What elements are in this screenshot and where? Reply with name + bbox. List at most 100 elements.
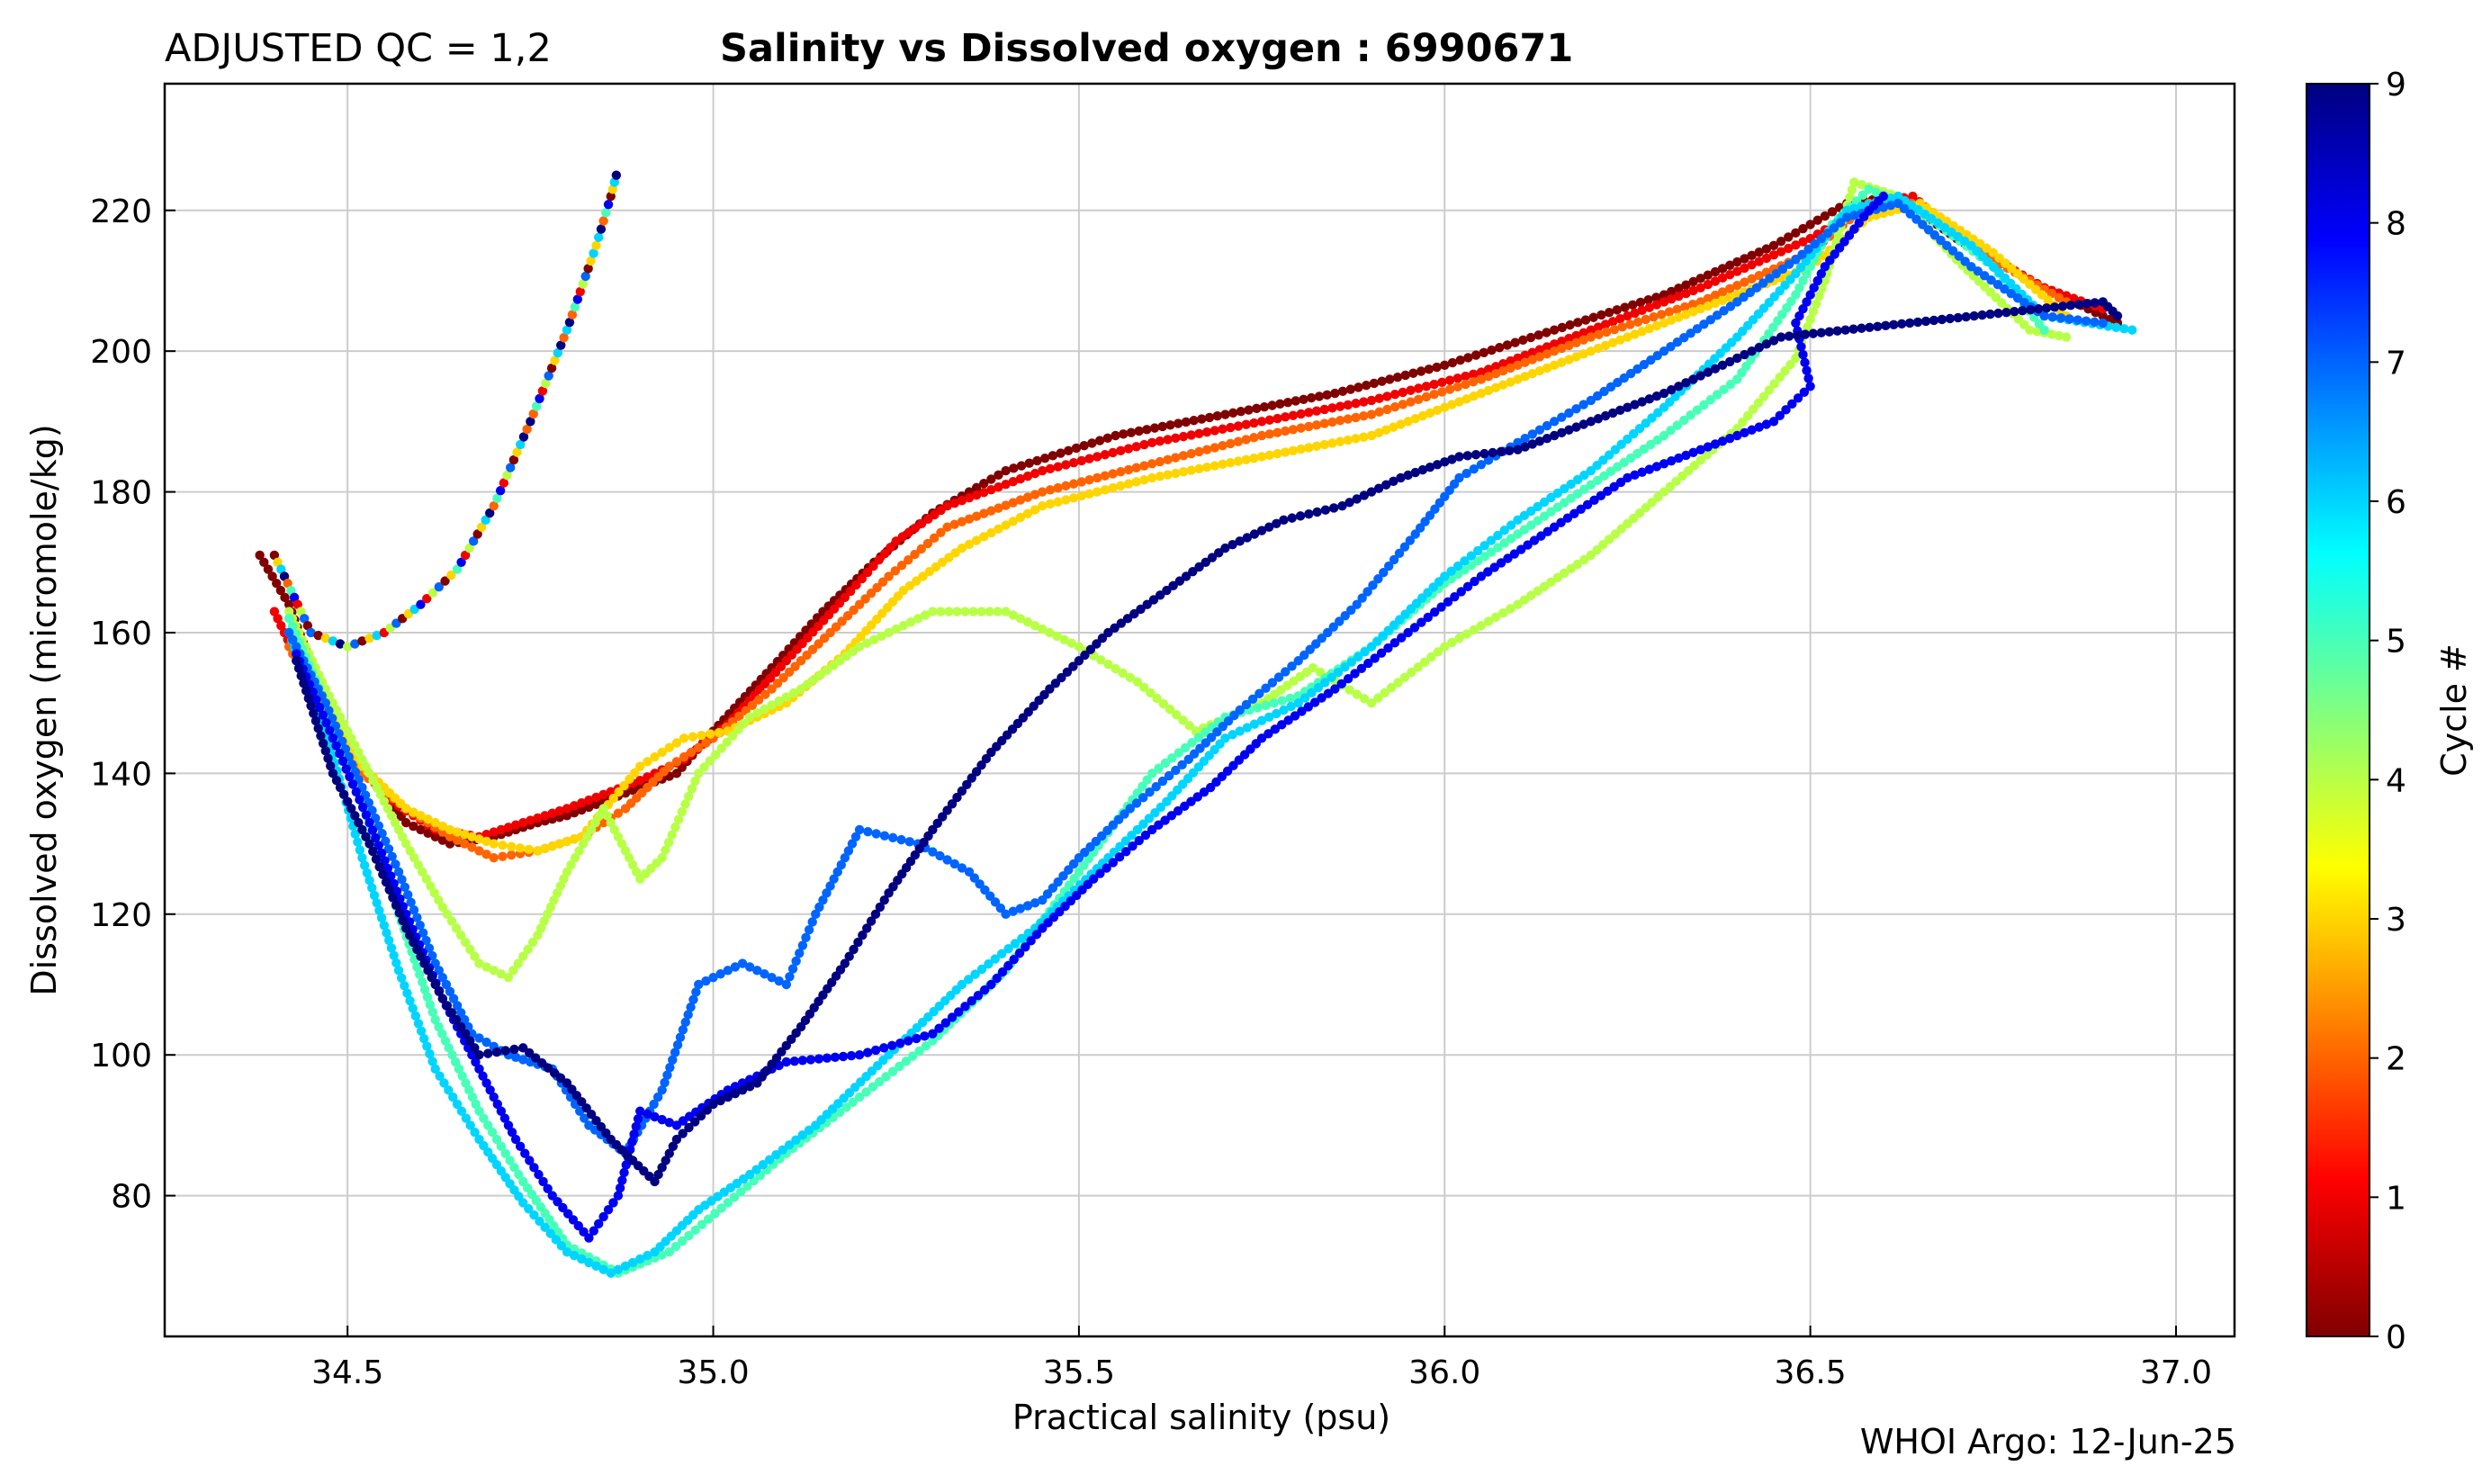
data-point-cycle-8 [1383,643,1393,653]
data-point-cycle-4 [1738,417,1748,427]
colorbar-tick-label: 4 [2386,762,2406,799]
data-point-cycle-3 [1534,365,1545,376]
data-point-cycle-9 [1174,576,1185,586]
data-point-cycle-0 [1542,328,1551,337]
data-point-cycle-2 [936,527,946,537]
data-point-cycle-4 [1539,581,1550,591]
data-point-cycle-8 [635,1106,645,1116]
data-point-cycle-2 [1406,397,1416,407]
data-point-cycle-8 [895,1038,905,1048]
data-point-upper-branch [440,576,450,586]
data-point-cycle-8 [1350,669,1360,679]
colorbar-label: Cycle # [2434,643,2474,777]
data-point-cycle-7 [1751,283,1762,292]
data-point-cycle-4 [616,839,627,849]
data-point-cycle-9 [1937,314,1947,325]
data-point-cycle-2 [1594,329,1604,339]
data-point-cycle-5 [1546,507,1556,517]
data-point-cycle-4 [862,638,872,648]
data-point-cycle-0 [1761,244,1772,254]
data-point-cycle-4 [944,607,954,616]
data-point-cycle-2 [1542,349,1552,359]
data-point-cycle-5 [474,1106,484,1116]
data-point-cycle-7 [708,972,718,983]
data-point-cycle-9 [1904,318,1915,328]
data-point-cycle-8 [1323,688,1334,698]
data-point-upper-branch [286,585,296,596]
data-point-upper-branch [562,325,572,335]
data-point-cycle-6 [372,898,382,908]
data-point-cycle-6 [391,958,401,968]
data-point-cycle-4 [1533,586,1542,596]
data-point-cycle-4 [527,937,538,948]
data-point-cycle-8 [1794,310,1804,321]
data-point-cycle-9 [1993,308,2003,319]
data-point-cycle-2 [1194,446,1204,457]
data-point-cycle-9 [518,1043,528,1053]
data-point-cycle-2 [1609,324,1620,335]
data-point-cycle-1 [1030,468,1040,479]
data-point-cycle-7 [964,867,975,877]
data-point-cycle-3 [1381,425,1391,435]
data-point-cycle-3 [1607,337,1618,347]
data-point-upper-branch [601,208,611,218]
data-point-cycle-2 [1557,343,1567,354]
data-point-cycle-1 [1108,447,1118,458]
data-point-cycle-7 [1992,280,2003,290]
data-point-cycle-9 [1272,518,1281,528]
data-point-cycle-6 [1235,726,1245,736]
data-point-cycle-1 [1710,276,1721,286]
y-tick-label: 180 [90,475,152,512]
data-point-cycle-6 [970,969,980,979]
data-point-cycle-8 [376,848,387,859]
data-point-cycle-7 [1125,804,1135,814]
axis-ticks: 34.5 35.0 35.5 36.0 36.5 37.08010012014016018… [90,193,2212,1391]
data-point-cycle-9 [1136,604,1146,615]
data-point-cycle-3 [562,836,572,847]
data-point-cycle-8 [1456,587,1466,597]
data-point-cycle-8 [1609,481,1619,492]
data-point-cycle-1 [1061,460,1071,470]
data-point-cycle-3 [664,742,674,752]
data-point-cycle-4 [1805,314,1815,325]
data-point-cycle-6 [439,1078,449,1088]
data-point-cycle-5 [467,1092,478,1102]
data-point-cycle-4 [1629,513,1639,524]
data-point-cycle-4 [898,620,909,631]
data-point-cycle-0 [1740,254,1749,264]
data-point-upper-branch [468,536,479,546]
data-point-cycle-7 [460,1014,470,1025]
data-point-cycle-4 [921,610,931,620]
data-point-cycle-0 [1628,300,1638,310]
data-point-cycle-6 [1120,836,1131,846]
data-point-cycle-9 [1912,317,1923,328]
data-point-cycle-4 [461,937,471,948]
data-point-cycle-0 [1204,412,1215,423]
data-point-cycle-2 [1520,357,1530,367]
data-point-cycle-1 [1754,256,1764,266]
data-point-cycle-1 [1421,382,1432,391]
data-point-cycle-8 [1802,297,1812,307]
data-point-cycle-4 [739,718,750,728]
data-point-cycle-0 [584,802,594,813]
data-point-cycle-4 [809,674,819,685]
data-point-cycle-7 [904,837,915,847]
data-point-cycle-8 [478,1071,488,1081]
data-point-cycle-7 [1273,672,1284,682]
data-point-cycle-0 [263,564,274,574]
data-point-cycle-7 [397,875,407,885]
data-point-cycle-7 [1346,605,1356,616]
data-point-cycle-1 [547,808,557,818]
data-point-cycle-3 [1068,493,1079,503]
data-point-cycle-4 [390,817,400,828]
data-point-cycle-4 [413,859,423,870]
data-point-cycle-4 [767,700,777,710]
data-point-cycle-8 [1180,801,1190,812]
data-point-cycle-6 [556,1241,567,1251]
data-point-cycle-6 [535,1216,544,1227]
data-point-upper-branch [544,371,553,381]
data-point-cycle-4 [1780,366,1790,376]
data-point-cycle-2 [1732,280,1742,291]
data-point-cycle-5 [509,1163,519,1173]
data-point-cycle-5 [1782,302,1792,313]
